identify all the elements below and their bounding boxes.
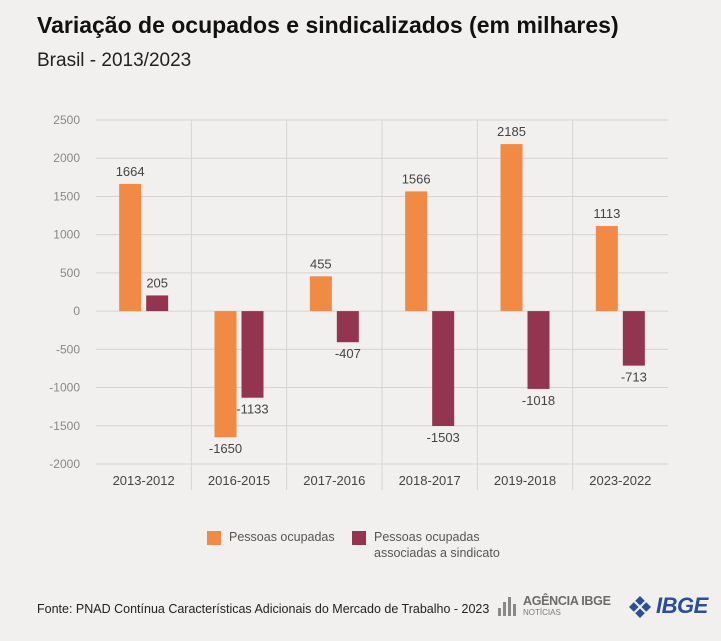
chart-title: Variação de ocupados e sindicalizados (e… — [37, 12, 619, 38]
legend-label-sindicato-line2: associadas a sindicato — [374, 546, 500, 560]
data-label-sindicato: -1503 — [427, 430, 460, 445]
data-label-sindicato: 205 — [146, 275, 168, 290]
bar-ocupadas — [595, 226, 618, 312]
y-tick-label: 500 — [60, 266, 80, 280]
legend-swatch-ocupadas — [207, 531, 221, 545]
bar-sindicato — [336, 311, 359, 343]
data-label-sindicato: -1018 — [522, 393, 555, 408]
bar-ocupadas — [214, 311, 237, 438]
bar-sindicato — [241, 311, 264, 398]
bar-sindicato — [432, 311, 455, 427]
ibge-mark-icon — [629, 596, 651, 618]
legend-swatch-sindicato — [352, 531, 366, 545]
agencia-ibge-logo: AGÊNCIA IBGE NOTÍCIAS — [497, 592, 617, 622]
y-tick-label: 2500 — [53, 113, 80, 127]
y-tick-label: 1500 — [53, 189, 80, 203]
data-label-sindicato: -1133 — [236, 402, 268, 417]
legend-label-sindicato: Pessoas ocupadas associadas a sindicato — [374, 529, 500, 561]
data-label-ocupadas: -1650 — [209, 441, 242, 456]
x-tick-label: 2019-2018 — [494, 473, 556, 488]
agencia-logo-title: AGÊNCIA IBGE — [523, 594, 611, 608]
ibge-logo: IBGE — [625, 593, 715, 621]
data-label-ocupadas: 1113 — [593, 206, 620, 221]
bar-sindicato — [527, 311, 550, 389]
y-tick-label: 0 — [73, 304, 80, 318]
x-tick-label: 2013-2012 — [113, 473, 175, 488]
data-label-sindicato: -713 — [621, 370, 647, 385]
x-tick-label: 2016-2015 — [208, 473, 270, 488]
data-label-sindicato: -407 — [335, 346, 361, 361]
agencia-mark-icon — [498, 597, 516, 616]
bar-ocupadas — [309, 276, 332, 312]
bar-ocupadas — [405, 191, 428, 312]
data-label-ocupadas: 455 — [310, 256, 332, 271]
y-tick-label: 1000 — [53, 228, 80, 242]
bar-chart: 2500 2000 1500 1000 500 0 -500 -1000 -1500 -2000 2… — [49, 113, 668, 490]
data-label-ocupadas: 1664 — [116, 164, 145, 179]
x-tick-label: 2017-2016 — [303, 473, 365, 488]
chart-subtitle: Brasil - 2013/2023 — [37, 50, 192, 71]
legend-label-ocupadas: Pessoas ocupadas — [229, 530, 335, 544]
bar-ocupadas — [119, 183, 142, 312]
ibge-logo-text: IBGE — [656, 593, 708, 618]
y-tick-label: -1500 — [49, 419, 80, 433]
x-tick-label: 2018-2017 — [399, 473, 461, 488]
agencia-logo-subtitle: NOTÍCIAS — [523, 608, 561, 617]
data-label-ocupadas: 2185 — [497, 124, 526, 139]
bar-ocupadas — [500, 144, 523, 312]
legend-label-sindicato-line1: Pessoas ocupadas — [374, 530, 480, 544]
bar-sindicato — [622, 311, 645, 366]
y-tick-label: -2000 — [49, 457, 80, 471]
bar-sindicato — [146, 295, 169, 312]
x-tick-label: 2023-2022 — [589, 473, 651, 488]
y-tick-label: -1000 — [49, 381, 80, 395]
y-tick-label: -500 — [56, 342, 80, 356]
data-label-ocupadas: 1566 — [402, 171, 431, 186]
source-note: Fonte: PNAD Contínua Características Adi… — [37, 602, 490, 616]
y-tick-label: 2000 — [53, 151, 80, 165]
